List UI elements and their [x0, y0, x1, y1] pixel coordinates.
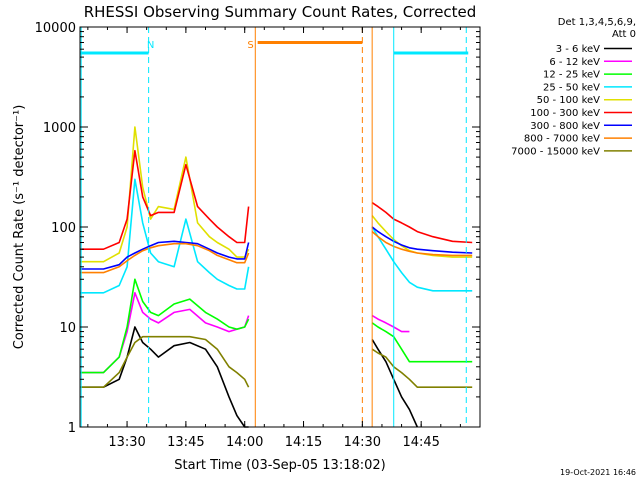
- date-stamp: 19-Oct-2021 16:46: [560, 468, 636, 477]
- series-line-8-seg-0: [80, 335, 250, 389]
- legend-label-4: 50 - 100 keV: [537, 95, 601, 106]
- series-line-6-seg-0: [80, 240, 250, 270]
- x-tick-label-1: 13:45: [167, 435, 204, 450]
- x-tick-label-3: 14:15: [285, 435, 322, 450]
- y-tick-label-2: 100: [51, 221, 76, 236]
- series-line-7-seg-1: [371, 230, 473, 257]
- chart-title: RHESSI Observing Summary Count Rates, Co…: [84, 3, 477, 21]
- series-line-6-seg-1: [371, 226, 473, 254]
- x-tick-label-0: 13:30: [108, 435, 145, 450]
- y-tick-label-3: 1000: [43, 121, 76, 136]
- x-axis-label: Start Time (03-Sep-05 13:18:02): [174, 458, 385, 473]
- legend-label-2: 12 - 25 keV: [543, 70, 600, 81]
- axes-layer: 13:30 13:45 14:00 14:15 14:30 14:45 1 10 100 1000…: [35, 21, 480, 450]
- annotation-0: N: [147, 40, 154, 51]
- y-tick-label-1: 10: [59, 321, 76, 336]
- annotation-1: S: [247, 40, 253, 51]
- legend-header-0: Det 1,3,4,5,6,9,: [558, 17, 636, 28]
- legend-label-7: 800 - 7000 keV: [524, 134, 600, 145]
- series-line-5-seg-1: [371, 202, 473, 244]
- series-line-7-seg-0: [80, 242, 250, 274]
- series-line-2-seg-0: [80, 278, 250, 374]
- x-tick-label-5: 14:45: [402, 435, 439, 450]
- legend-label-3: 25 - 50 keV: [543, 82, 600, 93]
- legend-label-8: 7000 - 15000 keV: [511, 146, 600, 157]
- y-tick-label-0: 1: [68, 421, 76, 436]
- series-line-0-seg-0: [80, 326, 249, 428]
- series-line-3-seg-0: [80, 178, 250, 294]
- time-bars-layer: [80, 40, 469, 55]
- series-line-5-seg-0: [80, 149, 250, 250]
- legend-label-0: 3 - 6 keV: [556, 44, 600, 55]
- legend-header-1: Att 0: [612, 29, 636, 40]
- legend-label-6: 300 - 800 keV: [530, 121, 600, 132]
- series-line-3-seg-1: [371, 226, 473, 292]
- series-line-2-seg-1: [371, 322, 473, 363]
- y-axis-label: Corrected Count Rate (s⁻¹ detector⁻¹): [12, 105, 27, 350]
- series-line-8-seg-1: [371, 348, 473, 389]
- series-line-4-seg-1: [371, 215, 473, 258]
- legend-label-5: 100 - 300 keV: [530, 108, 600, 119]
- legend: Det 1,3,4,5,6,9,Att 0 3 - 6 keV 6 - 12 keV…: [511, 17, 636, 157]
- y-tick-label-4: 10000: [35, 21, 76, 36]
- x-tick-label-4: 14:30: [344, 435, 381, 450]
- legend-label-1: 6 - 12 keV: [549, 57, 600, 68]
- series-layer: [80, 126, 473, 428]
- series-line-1-seg-1: [371, 314, 410, 333]
- x-tick-label-2: 14:00: [226, 435, 263, 450]
